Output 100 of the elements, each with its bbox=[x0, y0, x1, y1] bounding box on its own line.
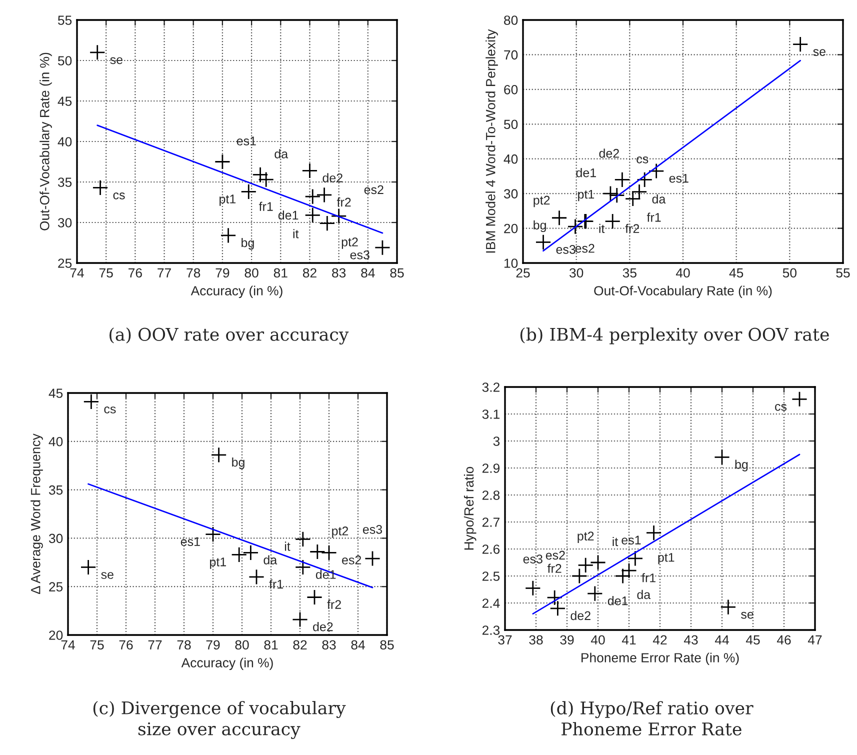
point bbox=[636, 172, 653, 188]
x-tick-label: 40 bbox=[676, 268, 690, 278]
annotation: de1 bbox=[316, 570, 336, 579]
annotation: fr2 bbox=[327, 600, 341, 609]
point bbox=[214, 154, 230, 170]
x-axis-title: Out-Of-Vocabulary Rate (in %) bbox=[594, 286, 772, 298]
annotation: pt1 bbox=[658, 553, 674, 564]
annotation: se bbox=[741, 612, 754, 619]
point bbox=[80, 559, 96, 576]
x-tick-label: 77 bbox=[148, 640, 162, 650]
x-tick-label: 81 bbox=[264, 640, 278, 650]
y-tick-label: 70 bbox=[504, 50, 518, 60]
x-tick-label: 78 bbox=[177, 640, 191, 650]
y-tick-label: 2.6 bbox=[482, 544, 500, 554]
text: (a) OOV rate over accuracy bbox=[110, 327, 349, 345]
annotation: pt1 bbox=[220, 194, 236, 206]
y-tick-label: 35 bbox=[58, 178, 72, 187]
x-tick-label: 76 bbox=[128, 268, 142, 278]
point bbox=[614, 172, 630, 188]
point bbox=[792, 391, 808, 408]
y-tick-label: 3.2 bbox=[482, 382, 500, 392]
annotation: pt1 bbox=[210, 558, 226, 569]
annotation: da bbox=[652, 194, 666, 204]
y-tick-label: 20 bbox=[504, 224, 518, 234]
point bbox=[220, 227, 236, 244]
annotation: de1 bbox=[608, 596, 628, 606]
y-tick-label: 2.7 bbox=[482, 518, 500, 527]
point bbox=[551, 210, 568, 226]
point bbox=[571, 568, 588, 584]
x-tick-label: 50 bbox=[782, 268, 796, 278]
x-axis-title: Accuracy (in %) bbox=[190, 286, 282, 298]
point bbox=[316, 186, 332, 203]
x-tick-label: 30 bbox=[570, 268, 584, 278]
annotation: bg bbox=[534, 220, 546, 232]
x-tick-label: 80 bbox=[244, 268, 258, 278]
y-tick-label: 2.9 bbox=[482, 464, 500, 473]
annotation: cs bbox=[775, 404, 787, 411]
y-tick-label: 50 bbox=[504, 120, 518, 130]
y-tick-label: 40 bbox=[504, 154, 518, 164]
point bbox=[590, 554, 606, 570]
point bbox=[304, 207, 321, 224]
x-tick-label: 82 bbox=[302, 268, 316, 278]
x-tick-label: 83 bbox=[322, 640, 336, 650]
point bbox=[627, 550, 644, 566]
point bbox=[210, 446, 227, 463]
point bbox=[720, 599, 736, 616]
annotation: se bbox=[813, 49, 826, 56]
y-tick-label: 2.5 bbox=[482, 572, 500, 581]
annotation: es3 bbox=[556, 245, 576, 254]
point bbox=[252, 166, 268, 183]
annotation: de2 bbox=[313, 622, 333, 632]
y-tick-label: 20 bbox=[49, 630, 63, 640]
point bbox=[646, 524, 662, 541]
y-axis-title: IBM Model 4 Word-To-Word Perplexity bbox=[486, 29, 498, 253]
x-tick-label: 77 bbox=[158, 268, 171, 278]
annotation: se bbox=[110, 57, 123, 64]
y-tick-label: 80 bbox=[504, 16, 518, 25]
point bbox=[205, 526, 221, 542]
annotation: pt2 bbox=[332, 526, 348, 538]
y-tick-label: 45 bbox=[48, 388, 63, 398]
x-tick-label: 41 bbox=[622, 635, 636, 644]
annotation: fr1 bbox=[646, 212, 661, 222]
annotation: es2 bbox=[364, 185, 384, 194]
annotation: fr2 bbox=[547, 564, 562, 573]
x-tick-label: 74 bbox=[61, 640, 75, 650]
x-tick-label: 79 bbox=[206, 640, 220, 650]
x-tick-label: 25 bbox=[516, 268, 530, 278]
y-tick-label: 30 bbox=[58, 218, 72, 228]
x-tick-label: 42 bbox=[652, 635, 667, 644]
point bbox=[578, 557, 594, 574]
y-tick-label: 2.4 bbox=[482, 598, 500, 608]
point bbox=[309, 544, 326, 560]
annotation: da bbox=[264, 555, 278, 564]
y-tick-label: 30 bbox=[48, 534, 63, 544]
annotation: fr1 bbox=[642, 573, 656, 582]
y-tick-label: 25 bbox=[58, 258, 72, 268]
annotation: es2 bbox=[546, 550, 565, 560]
annotation: cs bbox=[113, 192, 125, 200]
annotation: de2 bbox=[599, 148, 619, 158]
point bbox=[294, 531, 311, 548]
point bbox=[714, 449, 730, 466]
text: (b) IBM-4 perplexity over OOV rate bbox=[520, 327, 829, 345]
annotation: es1 bbox=[669, 174, 688, 183]
point bbox=[364, 550, 380, 567]
y-tick-label: 40 bbox=[58, 137, 72, 146]
point bbox=[374, 240, 390, 256]
y-tick-label: 55 bbox=[58, 16, 72, 25]
x-tick-label: 55 bbox=[836, 268, 850, 278]
y-axis-title: Δ Average Word Frequency bbox=[30, 434, 43, 594]
y-tick-label: 2.3 bbox=[482, 626, 500, 635]
annotation: se bbox=[101, 572, 114, 579]
annotation: bg bbox=[242, 238, 254, 250]
annotation: de2 bbox=[322, 173, 342, 182]
x-tick-label: 45 bbox=[746, 635, 760, 645]
annotation: pt2 bbox=[342, 238, 358, 249]
y-tick-label: 50 bbox=[58, 56, 72, 66]
point bbox=[546, 590, 563, 606]
y-tick-label: 3 bbox=[493, 436, 500, 446]
x-tick-label: 84 bbox=[361, 268, 375, 278]
annotation: it bbox=[599, 224, 605, 234]
